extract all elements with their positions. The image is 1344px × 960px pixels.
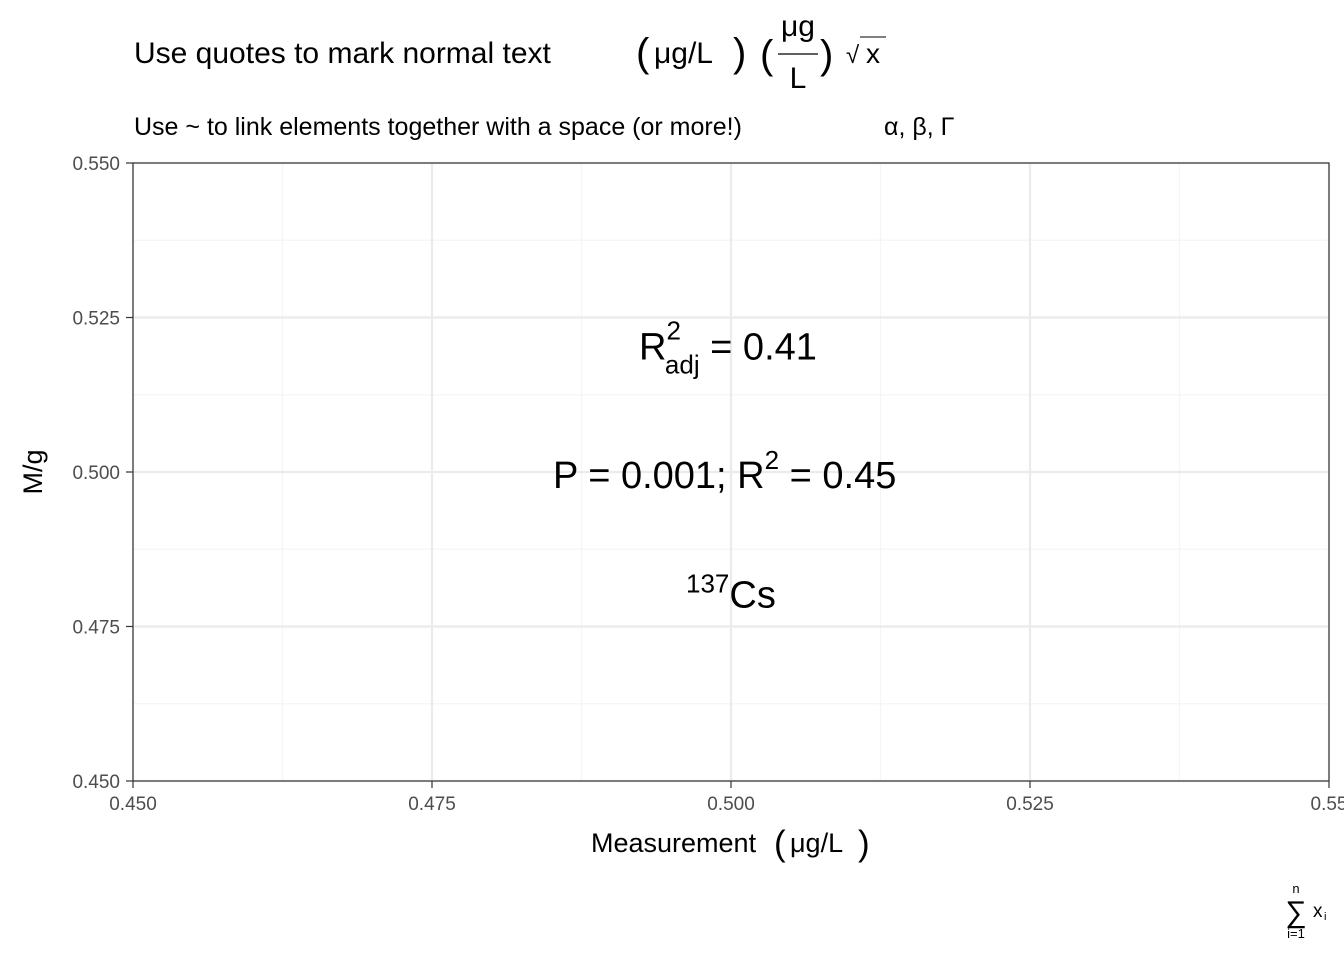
title-frac-numerator: μg xyxy=(781,10,815,43)
chart-title: Use quotes to mark normal text ( μg/L ) … xyxy=(134,10,886,95)
x-tick-label: 0.475 xyxy=(408,794,456,815)
title-unit-text: μg/L xyxy=(654,37,713,70)
y-tick-label: 0.475 xyxy=(72,618,120,639)
chart-subtitle: Use ~ to link elements together with a s… xyxy=(134,113,955,141)
caption-sum-symbol: ∑ xyxy=(1285,896,1306,929)
y-axis: 0.450 0.475 0.500 0.525 0.550 xyxy=(72,154,133,793)
x-tick-label: 0.500 xyxy=(707,794,755,815)
x-tick-label: 0.450 xyxy=(109,794,157,815)
annotations: R2 adj = 0.41 P = 0.001; R2 = 0.45 137Cs xyxy=(553,315,896,616)
x-tick-label: 0.55 xyxy=(1311,794,1344,815)
y-tick-label: 0.525 xyxy=(72,309,120,330)
annotation-p-base: P = 0.001; R xyxy=(553,455,765,497)
annotation-r2-subscript: adj xyxy=(665,349,700,379)
y-tick-label: 0.450 xyxy=(72,772,120,793)
x-axis-title-unit: μg/L xyxy=(790,828,843,858)
subtitle-greek: α, β, Γ xyxy=(884,113,955,141)
title-main: Use quotes to mark normal text xyxy=(134,37,552,70)
caption-term: x xyxy=(1313,901,1323,922)
annotation-p-value: = 0.45 xyxy=(779,455,896,497)
x-axis-title: Measurement ( μg/L ) xyxy=(591,824,870,863)
annotation-p-value: P = 0.001; R2 = 0.45 xyxy=(553,445,896,497)
caption-term-subscript: i xyxy=(1324,911,1326,923)
svg-text:Use quotes to mark normal text: Use quotes to mark normal text xyxy=(134,37,552,70)
annotation-cesium-symbol: Cs xyxy=(729,575,775,617)
x-axis-title-text: Measurement xyxy=(591,828,757,858)
y-axis-title: M/g xyxy=(18,449,48,494)
title-frac-close-paren: ) xyxy=(820,33,833,77)
title-frac-denominator: L xyxy=(790,62,807,95)
y-tick-label: 0.550 xyxy=(72,154,120,175)
annotation-cesium-isotope: 137 xyxy=(686,569,729,599)
x-axis-title-close-paren: ) xyxy=(858,824,870,863)
title-unit-close-paren: ) xyxy=(733,31,746,75)
title-sqrt-symbol: √ xyxy=(846,42,860,69)
title-frac-open-paren: ( xyxy=(760,33,774,77)
caption-sum-expression: n ∑ i=1 x i xyxy=(1285,881,1326,941)
caption-sum-upper: n xyxy=(1292,881,1299,896)
annotation-r2-superscript: 2 xyxy=(666,315,680,345)
annotation-r2-value: = 0.41 xyxy=(700,326,817,368)
annotation-r2-base: R xyxy=(639,326,666,368)
x-tick-label: 0.525 xyxy=(1006,794,1054,815)
x-axis-title-open-paren: ( xyxy=(774,824,786,863)
annotation-r2-adj: R2 adj = 0.41 xyxy=(639,315,817,379)
subtitle-text: Use ~ to link elements together with a s… xyxy=(134,113,742,141)
annotation-cesium: 137Cs xyxy=(686,569,776,617)
x-axis: 0.450 0.475 0.500 0.525 0.55 xyxy=(109,781,1344,815)
annotation-p-superscript: 2 xyxy=(765,445,779,475)
caption-sum-lower: i=1 xyxy=(1287,926,1305,941)
title-sqrt-arg: x xyxy=(866,38,880,69)
y-tick-label: 0.500 xyxy=(72,463,120,484)
title-unit-open-paren: ( xyxy=(636,31,650,75)
